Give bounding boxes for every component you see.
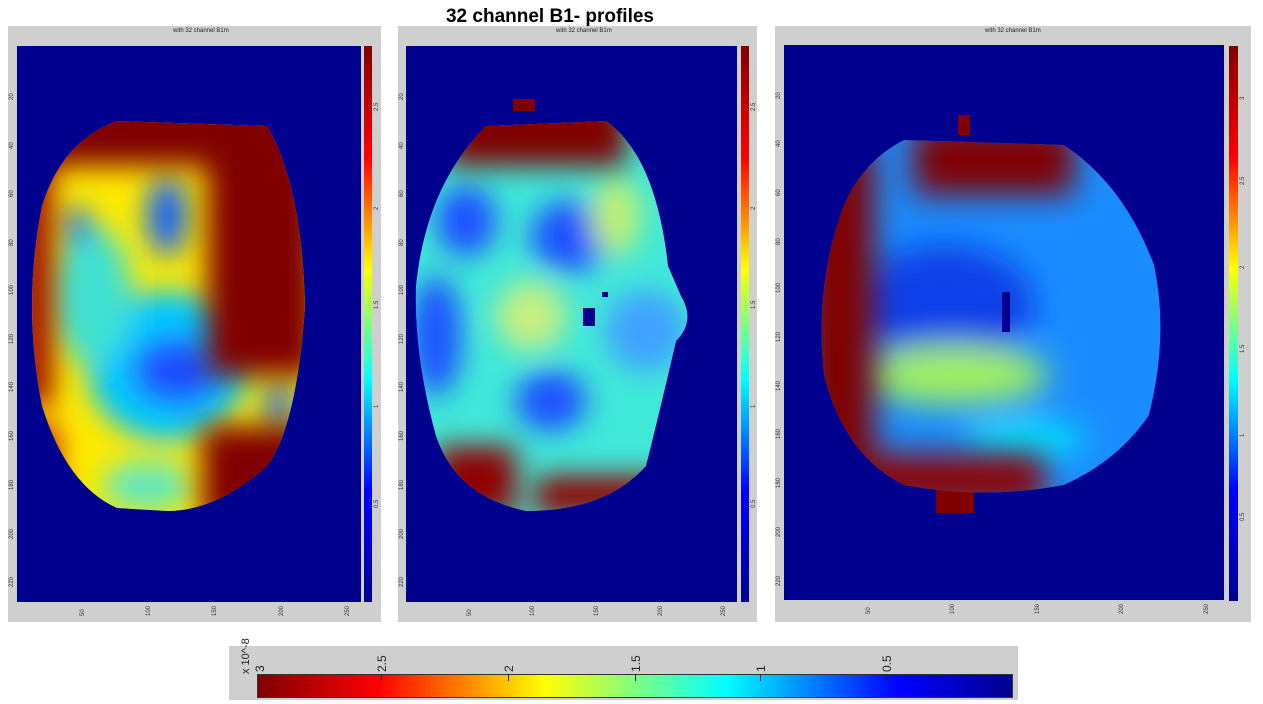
colorbar-tick-mark	[635, 674, 636, 681]
y-tick-label: 160	[776, 429, 782, 440]
y-tick-label: 140	[9, 382, 15, 393]
y-tick-label: 40	[9, 141, 15, 149]
x-tick-label: 100	[950, 603, 957, 614]
cbar-tick-label: 2.5	[751, 102, 757, 111]
panel-title: with 32 channel B1m	[985, 28, 1041, 34]
cbar-tick-label: 1.5	[751, 300, 757, 310]
y-tick-label: 80	[9, 239, 15, 247]
y-tick-label: 140	[776, 380, 782, 391]
panel-left: with 32 channel B1m	[8, 26, 381, 622]
colorbar-tick-2: 2	[502, 665, 516, 672]
x-tick-label: 200	[278, 605, 285, 616]
page-title: 32 channel B1- profiles	[445, 6, 654, 27]
cbar-tick-label: 2	[374, 206, 380, 210]
panel-title: with 32 channel B1m	[556, 28, 612, 34]
cbar-tick-label: 2	[1240, 265, 1246, 269]
y-tick-label: 100	[399, 284, 405, 295]
y-tick-label: 60	[399, 190, 405, 198]
x-tick-label: 250	[721, 605, 728, 616]
x-tick-label: 150	[1034, 603, 1041, 614]
y-tick-label: 40	[399, 141, 405, 149]
cbar-tick-label: 1.5	[1240, 344, 1246, 353]
panel-colorbar-middle	[741, 46, 749, 602]
field-map-middle	[406, 46, 737, 602]
y-tick-label: 60	[776, 189, 782, 197]
y-tick-label: 140	[399, 382, 405, 393]
panel-colorbar-left	[364, 46, 372, 602]
panel-middle: with 32 channel B1m	[398, 26, 757, 622]
y-tick-label: 120	[399, 333, 405, 344]
y-tick-label: 160	[399, 431, 405, 442]
cbar-tick-label: 1	[751, 405, 757, 409]
y-tick-label: 200	[399, 528, 405, 539]
y-tick-label: 120	[776, 332, 782, 343]
field-map-right	[784, 45, 1224, 600]
colorbar-tick-2.5: 2.5	[375, 655, 389, 672]
x-tick-label: 100	[530, 605, 537, 616]
cbar-tick-label: 1	[1240, 433, 1246, 437]
x-tick-label: 150	[212, 605, 219, 616]
y-tick-label: 180	[399, 479, 405, 490]
cbar-tick-label: 2.5	[1240, 176, 1246, 185]
y-tick-label: 200	[776, 526, 782, 537]
colorbar-tick-mark	[508, 674, 509, 681]
panel-right: with 32 channel B1m	[775, 26, 1251, 622]
y-tick-label: 60	[9, 190, 15, 198]
x-tick-label: 200	[1119, 603, 1126, 614]
panel-title: with 32 channel B1m	[173, 28, 229, 34]
cbar-tick-label: 0.5	[1240, 512, 1246, 521]
y-tick-label: 220	[9, 577, 15, 588]
y-tick-label: 100	[776, 283, 782, 294]
colorbar-tick-3: 3	[253, 665, 267, 672]
y-tick-label: 80	[776, 238, 782, 245]
y-tick-label: 120	[9, 333, 15, 344]
x-tick-label: 50	[80, 609, 87, 616]
colorbar-tick-mark	[760, 674, 761, 681]
x-tick-label: 100	[146, 605, 153, 616]
colorbar-exponent: x 10^-8	[240, 638, 252, 674]
bottom-colorbar: x 10^-8 3 2.5 2 1.5 1 0.5	[229, 638, 1018, 700]
x-tick-label: 200	[657, 605, 664, 616]
y-tick-label: 180	[9, 479, 15, 490]
y-tick-label: 160	[9, 431, 15, 442]
colorbar-tick-mark	[886, 674, 887, 681]
y-tick-label: 20	[776, 91, 782, 99]
colorbar-tick-1.5: 1.5	[629, 655, 643, 672]
cbar-tick-label: 2	[751, 206, 757, 210]
x-tick-label: 150	[593, 605, 600, 616]
y-tick-label: 100	[9, 284, 15, 295]
x-tick-label: 50	[865, 607, 872, 614]
y-tick-label: 20	[9, 93, 15, 100]
cbar-tick-label: 2.5	[374, 102, 380, 111]
cbar-tick-label: 0.5	[751, 499, 757, 508]
y-tick-label: 80	[399, 239, 405, 247]
y-tick-label: 180	[776, 478, 782, 489]
cbar-tick-label: 0.5	[374, 499, 380, 508]
field-map-left	[17, 46, 361, 602]
y-tick-label: 200	[9, 528, 15, 539]
colorbar-tick-mark	[381, 674, 382, 681]
x-tick-label: 50	[466, 609, 473, 616]
cbar-tick-label: 1	[374, 405, 380, 409]
y-tick-label: 20	[399, 93, 405, 100]
panel-colorbar-right	[1229, 46, 1238, 601]
y-tick-label: 220	[776, 575, 782, 586]
y-tick-label: 40	[776, 140, 782, 148]
colorbar-tick-0.5: 0.5	[880, 655, 894, 672]
y-tick-label: 220	[399, 577, 405, 588]
cbar-tick-label: 3	[1240, 97, 1246, 101]
x-tick-label: 250	[344, 605, 351, 616]
x-tick-label: 250	[1204, 603, 1211, 614]
colorbar-tick-1: 1	[754, 665, 768, 672]
cbar-tick-label: 1.5	[374, 300, 380, 310]
